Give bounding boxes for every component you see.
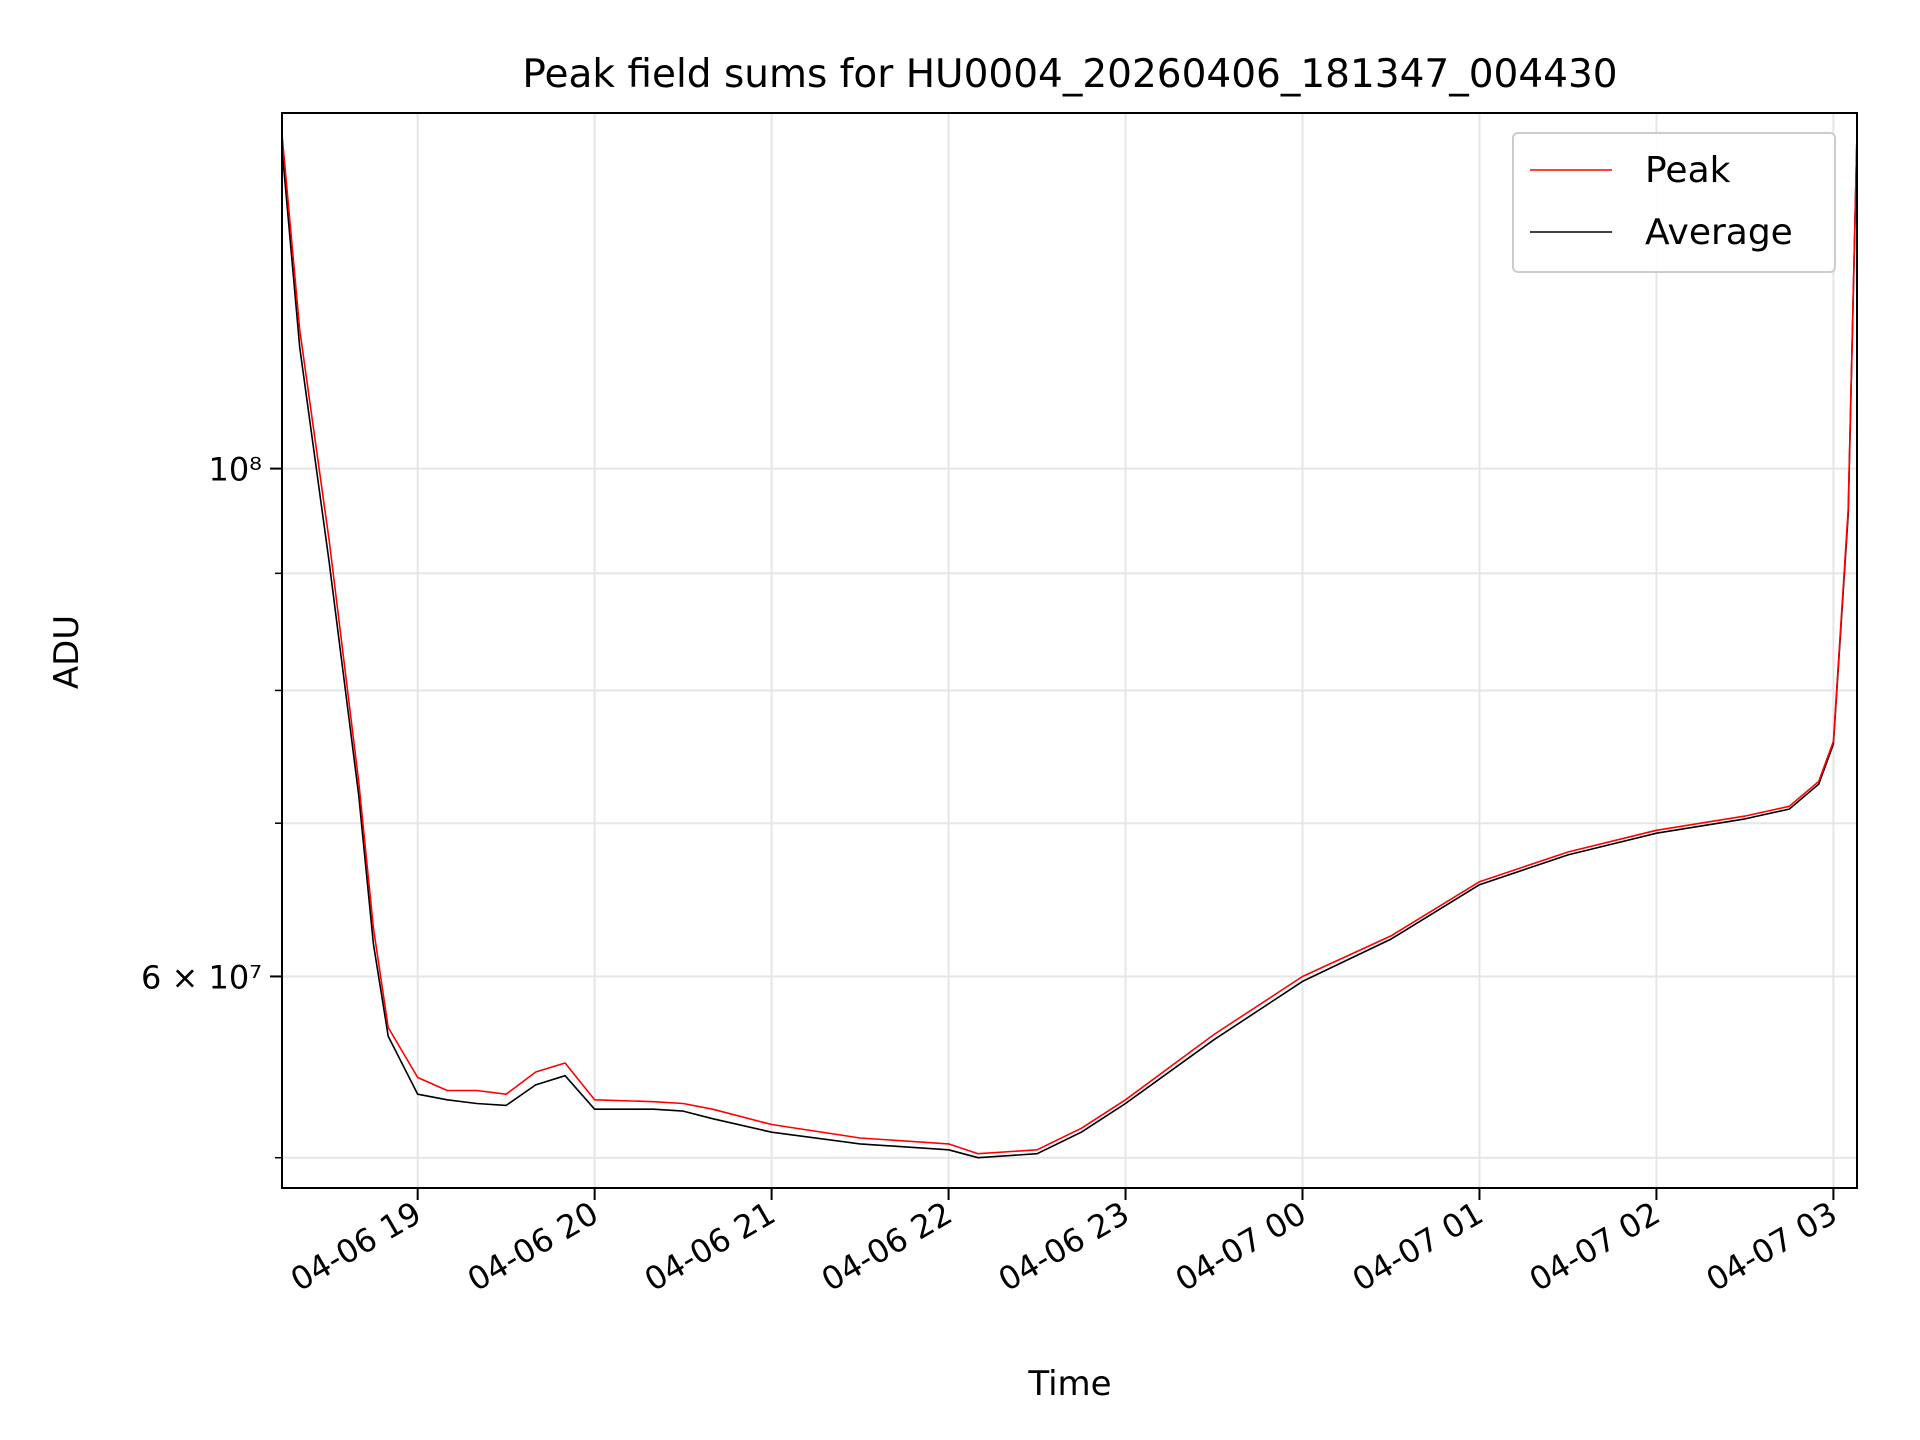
y-axis-label: ADU [47, 615, 87, 689]
grid-lines [282, 113, 1857, 1188]
series-layer [281, 134, 1858, 1159]
series-line-average [281, 134, 1858, 1159]
y-tick-label: 10⁸ [208, 451, 262, 489]
chart-title: Peak field sums for HU0004_20260406_1813… [522, 52, 1617, 97]
plot-frame [281, 112, 1858, 1189]
y-tick-label: 6 × 10⁷ [141, 958, 262, 996]
series-line-peak [281, 134, 1858, 1155]
legend-box [1512, 132, 1836, 273]
legend-average-label: Average [1645, 212, 1793, 253]
y-axis: 6 × 10⁷ 10⁸ [141, 451, 282, 1159]
legend-peak-label: Peak [1645, 150, 1731, 191]
legend: Peak Average [1512, 132, 1836, 273]
x-axis-label: Time [1027, 1364, 1111, 1404]
